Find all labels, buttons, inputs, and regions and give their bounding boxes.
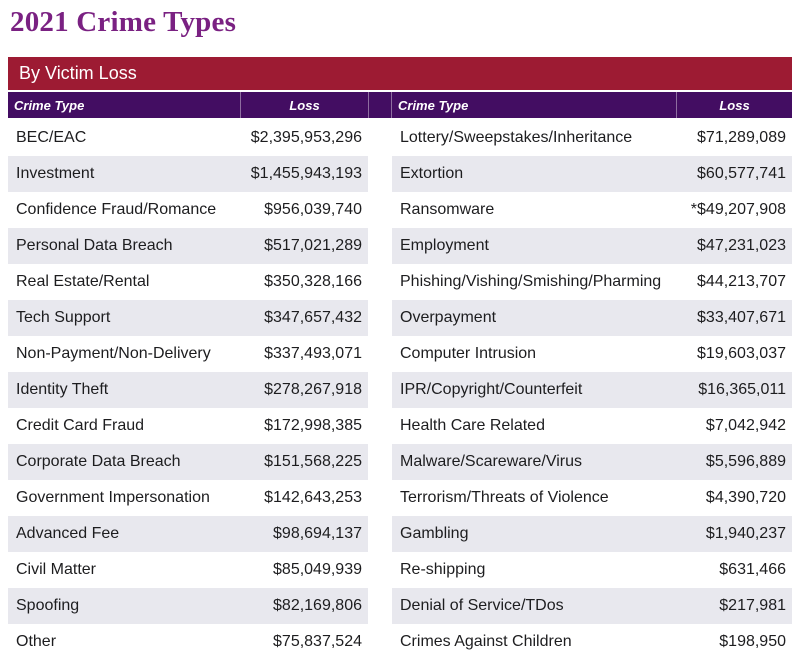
- right-crime-type-cell: Overpayment: [392, 300, 676, 336]
- row-gap-cell: [368, 372, 392, 408]
- left-loss-cell: $347,657,432: [240, 300, 368, 336]
- row-gap-cell: [368, 552, 392, 588]
- right-crime-type-cell: Crimes Against Children: [392, 624, 676, 660]
- right-loss-cell: $60,577,741: [676, 156, 792, 192]
- right-crime-type-cell: Computer Intrusion: [392, 336, 676, 372]
- row-gap-cell: [368, 588, 392, 624]
- page-title: 2021 Crime Types: [10, 6, 237, 38]
- right-crime-type-cell: IPR/Copyright/Counterfeit: [392, 372, 676, 408]
- left-crime-type-cell: BEC/EAC: [8, 120, 240, 156]
- right-crime-type-cell: Re-shipping: [392, 552, 676, 588]
- section-label: By Victim Loss: [19, 63, 137, 83]
- left-loss-cell: $85,049,939: [240, 552, 368, 588]
- row-gap-cell: [368, 516, 392, 552]
- left-crime-type-cell: Non-Payment/Non-Delivery: [8, 336, 240, 372]
- left-crime-type-cell: Investment: [8, 156, 240, 192]
- left-loss-cell: $82,169,806: [240, 588, 368, 624]
- right-crime-type-cell: Phishing/Vishing/Smishing/Pharming: [392, 264, 676, 300]
- table-header-row: Crime Type Loss Crime Type Loss: [8, 92, 792, 118]
- left-crime-type-cell: Civil Matter: [8, 552, 240, 588]
- header-gap-cell: [368, 92, 392, 118]
- right-crime-type-cell: Employment: [392, 228, 676, 264]
- left-crime-type-cell: Government Impersonation: [8, 480, 240, 516]
- left-loss-header: Loss: [240, 92, 368, 118]
- left-crime-type-cell: Identity Theft: [8, 372, 240, 408]
- row-gap-cell: [368, 192, 392, 228]
- right-crime-type-cell: Health Care Related: [392, 408, 676, 444]
- right-crime-type-cell: Gambling: [392, 516, 676, 552]
- right-loss-cell: $1,940,237: [676, 516, 792, 552]
- row-gap-cell: [368, 408, 392, 444]
- row-gap-cell: [368, 444, 392, 480]
- right-loss-cell: $19,603,037: [676, 336, 792, 372]
- left-loss-cell: $337,493,071: [240, 336, 368, 372]
- left-loss-cell: $517,021,289: [240, 228, 368, 264]
- right-loss-cell: $631,466: [676, 552, 792, 588]
- left-crime-type-header: Crime Type: [8, 92, 240, 118]
- right-crime-type-cell: Lottery/Sweepstakes/Inheritance: [392, 120, 676, 156]
- victim-loss-section: By Victim Loss Crime Type Loss Crime Typ…: [8, 57, 792, 660]
- left-crime-type-cell: Real Estate/Rental: [8, 264, 240, 300]
- left-loss-cell: $75,837,524: [240, 624, 368, 660]
- right-loss-cell: $4,390,720: [676, 480, 792, 516]
- left-loss-cell: $2,395,953,296: [240, 120, 368, 156]
- row-gap-cell: [368, 156, 392, 192]
- left-crime-type-cell: Confidence Fraud/Romance: [8, 192, 240, 228]
- left-crime-type-cell: Corporate Data Breach: [8, 444, 240, 480]
- right-loss-cell: $5,596,889: [676, 444, 792, 480]
- section-band: By Victim Loss: [8, 57, 792, 90]
- right-crime-type-cell: Denial of Service/TDos: [392, 588, 676, 624]
- table-body: BEC/EAC $2,395,953,296 Lottery/Sweepstakes…: [8, 120, 792, 660]
- right-crime-type-cell: Terrorism/Threats of Violence: [392, 480, 676, 516]
- row-gap-cell: [368, 336, 392, 372]
- right-crime-type-cell: Malware/Scareware/Virus: [392, 444, 676, 480]
- left-loss-cell: $142,643,253: [240, 480, 368, 516]
- row-gap-cell: [368, 480, 392, 516]
- left-loss-cell: $98,694,137: [240, 516, 368, 552]
- row-gap-cell: [368, 300, 392, 336]
- left-loss-cell: $350,328,166: [240, 264, 368, 300]
- row-gap-cell: [368, 264, 392, 300]
- left-loss-cell: $278,267,918: [240, 372, 368, 408]
- right-loss-cell: *$49,207,908: [676, 192, 792, 228]
- right-loss-cell: $33,407,671: [676, 300, 792, 336]
- right-crime-type-cell: Ransomware: [392, 192, 676, 228]
- left-loss-cell: $956,039,740: [240, 192, 368, 228]
- right-loss-cell: $16,365,011: [676, 372, 792, 408]
- left-crime-type-cell: Credit Card Fraud: [8, 408, 240, 444]
- row-gap-cell: [368, 228, 392, 264]
- row-gap-cell: [368, 120, 392, 156]
- right-loss-cell: $198,950: [676, 624, 792, 660]
- left-crime-type-cell: Personal Data Breach: [8, 228, 240, 264]
- left-crime-type-cell: Spoofing: [8, 588, 240, 624]
- right-crime-type-cell: Extortion: [392, 156, 676, 192]
- right-loss-header: Loss: [676, 92, 792, 118]
- right-loss-cell: $7,042,942: [676, 408, 792, 444]
- left-loss-cell: $172,998,385: [240, 408, 368, 444]
- left-loss-cell: $1,455,943,193: [240, 156, 368, 192]
- left-crime-type-cell: Tech Support: [8, 300, 240, 336]
- right-loss-cell: $217,981: [676, 588, 792, 624]
- right-crime-type-header: Crime Type: [392, 92, 676, 118]
- row-gap-cell: [368, 624, 392, 660]
- right-loss-cell: $44,213,707: [676, 264, 792, 300]
- left-crime-type-cell: Advanced Fee: [8, 516, 240, 552]
- left-crime-type-cell: Other: [8, 624, 240, 660]
- right-loss-cell: $47,231,023: [676, 228, 792, 264]
- right-loss-cell: $71,289,089: [676, 120, 792, 156]
- left-loss-cell: $151,568,225: [240, 444, 368, 480]
